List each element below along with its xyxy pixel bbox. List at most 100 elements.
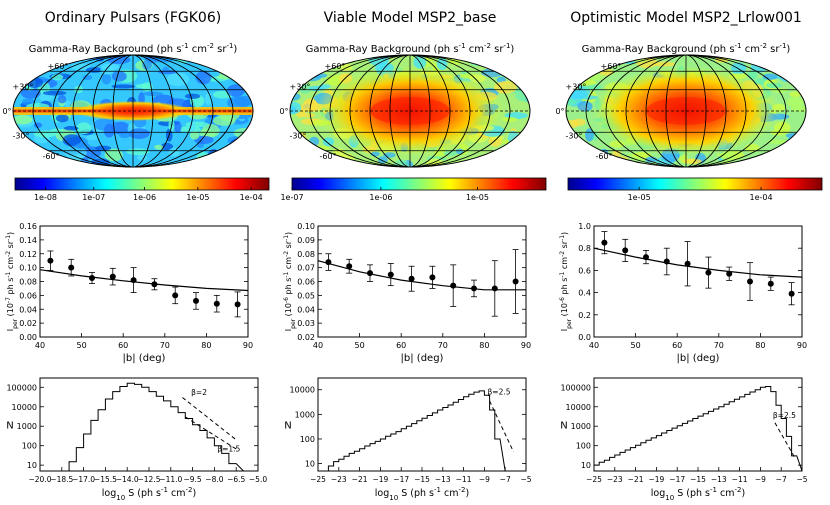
profile-xtick-label: 50 xyxy=(355,341,365,350)
colorbar-tick-label: 1e-04 xyxy=(240,193,263,202)
histogram-xtick-label: −7 xyxy=(776,475,787,484)
skymap-blob xyxy=(15,146,25,160)
skymap-blob xyxy=(715,57,729,63)
skymap-blob xyxy=(119,131,131,139)
profile-ytick-label: 0.02 xyxy=(19,319,37,328)
histogram-ytick-label: 10 xyxy=(27,461,37,470)
skymap-blob xyxy=(23,66,36,73)
skymap-blob xyxy=(28,148,44,155)
skymap-blob xyxy=(765,154,788,165)
profile-data-point xyxy=(109,273,116,280)
skymap-blob xyxy=(611,150,622,157)
skymap-blob xyxy=(27,72,41,77)
profile-data-point xyxy=(491,285,498,292)
profile-ytick-label: 0.10 xyxy=(297,222,315,231)
skymap-outline xyxy=(289,54,531,168)
skymap-blob xyxy=(21,145,39,155)
skymap-blob xyxy=(100,63,114,75)
profile-xtick-label: 60 xyxy=(118,341,128,350)
colorbar-tick-label: 1e-07 xyxy=(82,193,105,202)
profile-ytick-label: 0.16 xyxy=(19,222,37,231)
profile-xtick-label: 70 xyxy=(160,341,170,350)
profile-ytick-label: 0.07 xyxy=(297,264,315,273)
skymap-blob xyxy=(493,56,515,67)
lat-label: +30° xyxy=(290,83,311,92)
histogram-xtick-label: −13 xyxy=(711,475,727,484)
profile-fit-curve xyxy=(39,269,249,292)
profile-xtick-label: 40 xyxy=(35,341,45,350)
skymap-blob xyxy=(104,148,123,162)
skymap-blob xyxy=(14,70,34,76)
profile-xtick-label: 80 xyxy=(479,341,489,350)
histogram-xtick-label: −9 xyxy=(755,475,766,484)
skymap-blob xyxy=(436,57,448,71)
histogram-ylabel: N xyxy=(560,421,567,432)
histogram-xtick-label: −11 xyxy=(456,475,472,484)
profile-xtick-label: 40 xyxy=(589,341,599,350)
skymap-blob xyxy=(240,63,251,77)
skymap-blob xyxy=(567,61,586,69)
colorbar xyxy=(291,177,547,191)
profile-ytick-label: 0.06 xyxy=(19,291,37,300)
profile-plot-2: 0.0 0.2 0.4 0.6 0.8 1.0 40 50 60 70 80 90 |b| (deg) I… xyxy=(559,222,808,364)
histogram-ytick-label: 10000 xyxy=(566,403,591,412)
skymap-blob xyxy=(481,68,504,78)
profile-ytick-label: 0.14 xyxy=(19,236,37,245)
skymap-blob xyxy=(332,148,345,156)
skymap-blob xyxy=(205,92,212,106)
powerlaw-label: β=1.5 xyxy=(217,445,240,454)
profile-ylabel: Iper (10-6 ph s-1 cm-2 sr-1) xyxy=(283,232,297,331)
profile-xtick-label: 60 xyxy=(672,341,682,350)
skymap-blob xyxy=(769,157,781,167)
profile-xtick-label: 80 xyxy=(755,341,765,350)
skymap-blob xyxy=(583,84,602,90)
histogram-ytick-label: 1000 xyxy=(295,410,315,419)
skymap-blob xyxy=(64,145,87,160)
histogram-ytick-label: 100 xyxy=(300,435,315,444)
lat-label: 0° xyxy=(555,107,564,116)
skymap-blob xyxy=(566,155,578,165)
profile-xtick-label: 80 xyxy=(201,341,211,350)
colorbar-tick-label: 1e-07 xyxy=(280,193,303,202)
profile-ytick-label: 0.02 xyxy=(297,333,315,342)
skymap-title: Gamma-Ray Background (ph s-1 cm-2 sr-1) xyxy=(29,42,238,55)
skymap-blob xyxy=(583,58,590,72)
skymap-blob xyxy=(33,130,58,138)
skymap-blob xyxy=(789,153,806,165)
skymap-blob xyxy=(103,123,115,138)
colorbar xyxy=(14,177,270,191)
profile-data-point xyxy=(387,271,394,278)
profile-fit-curve xyxy=(317,260,526,291)
skymap-blob xyxy=(184,160,198,167)
skymap-outline xyxy=(565,54,807,168)
lat-label: -30° xyxy=(565,131,582,140)
skymap-blob xyxy=(226,84,245,97)
skymap-blob xyxy=(292,159,311,164)
histogram-xtick-label: −15 xyxy=(414,475,430,484)
histogram-xtick-label: −19 xyxy=(648,475,664,484)
lat-label: +30° xyxy=(13,83,34,92)
powerlaw-line xyxy=(489,400,514,453)
skymap-blob xyxy=(766,82,783,89)
histogram-ytick-label: 100 xyxy=(576,442,591,451)
profile-ylabel: Iper (10-7 ph s-1 cm-2 sr-1) xyxy=(5,232,19,331)
powerlaw-label: β=2.5 xyxy=(773,411,796,420)
skymap-blob xyxy=(166,72,190,87)
skymap-blob xyxy=(786,96,804,108)
skymap-blob xyxy=(290,158,307,167)
histogram-ylabel: N xyxy=(6,421,13,432)
profile-xtick-label: 40 xyxy=(313,341,323,350)
skymap-blob xyxy=(566,155,578,166)
profile-ytick-label: 0.03 xyxy=(297,319,315,328)
skymap-blob xyxy=(63,126,79,131)
histogram-xtick-label: −23 xyxy=(607,475,623,484)
profile-data-point xyxy=(172,292,179,299)
powerlaw-line xyxy=(182,397,237,441)
histogram-xtick-label: −6.5 xyxy=(227,475,245,484)
skymap-blob xyxy=(13,58,26,69)
skymap-blob xyxy=(195,70,212,85)
profile-data-point xyxy=(346,263,353,270)
profile-ytick-label: 0.06 xyxy=(297,278,315,287)
profile-xtick-label: 50 xyxy=(77,341,87,350)
skymap-blob xyxy=(585,74,605,81)
